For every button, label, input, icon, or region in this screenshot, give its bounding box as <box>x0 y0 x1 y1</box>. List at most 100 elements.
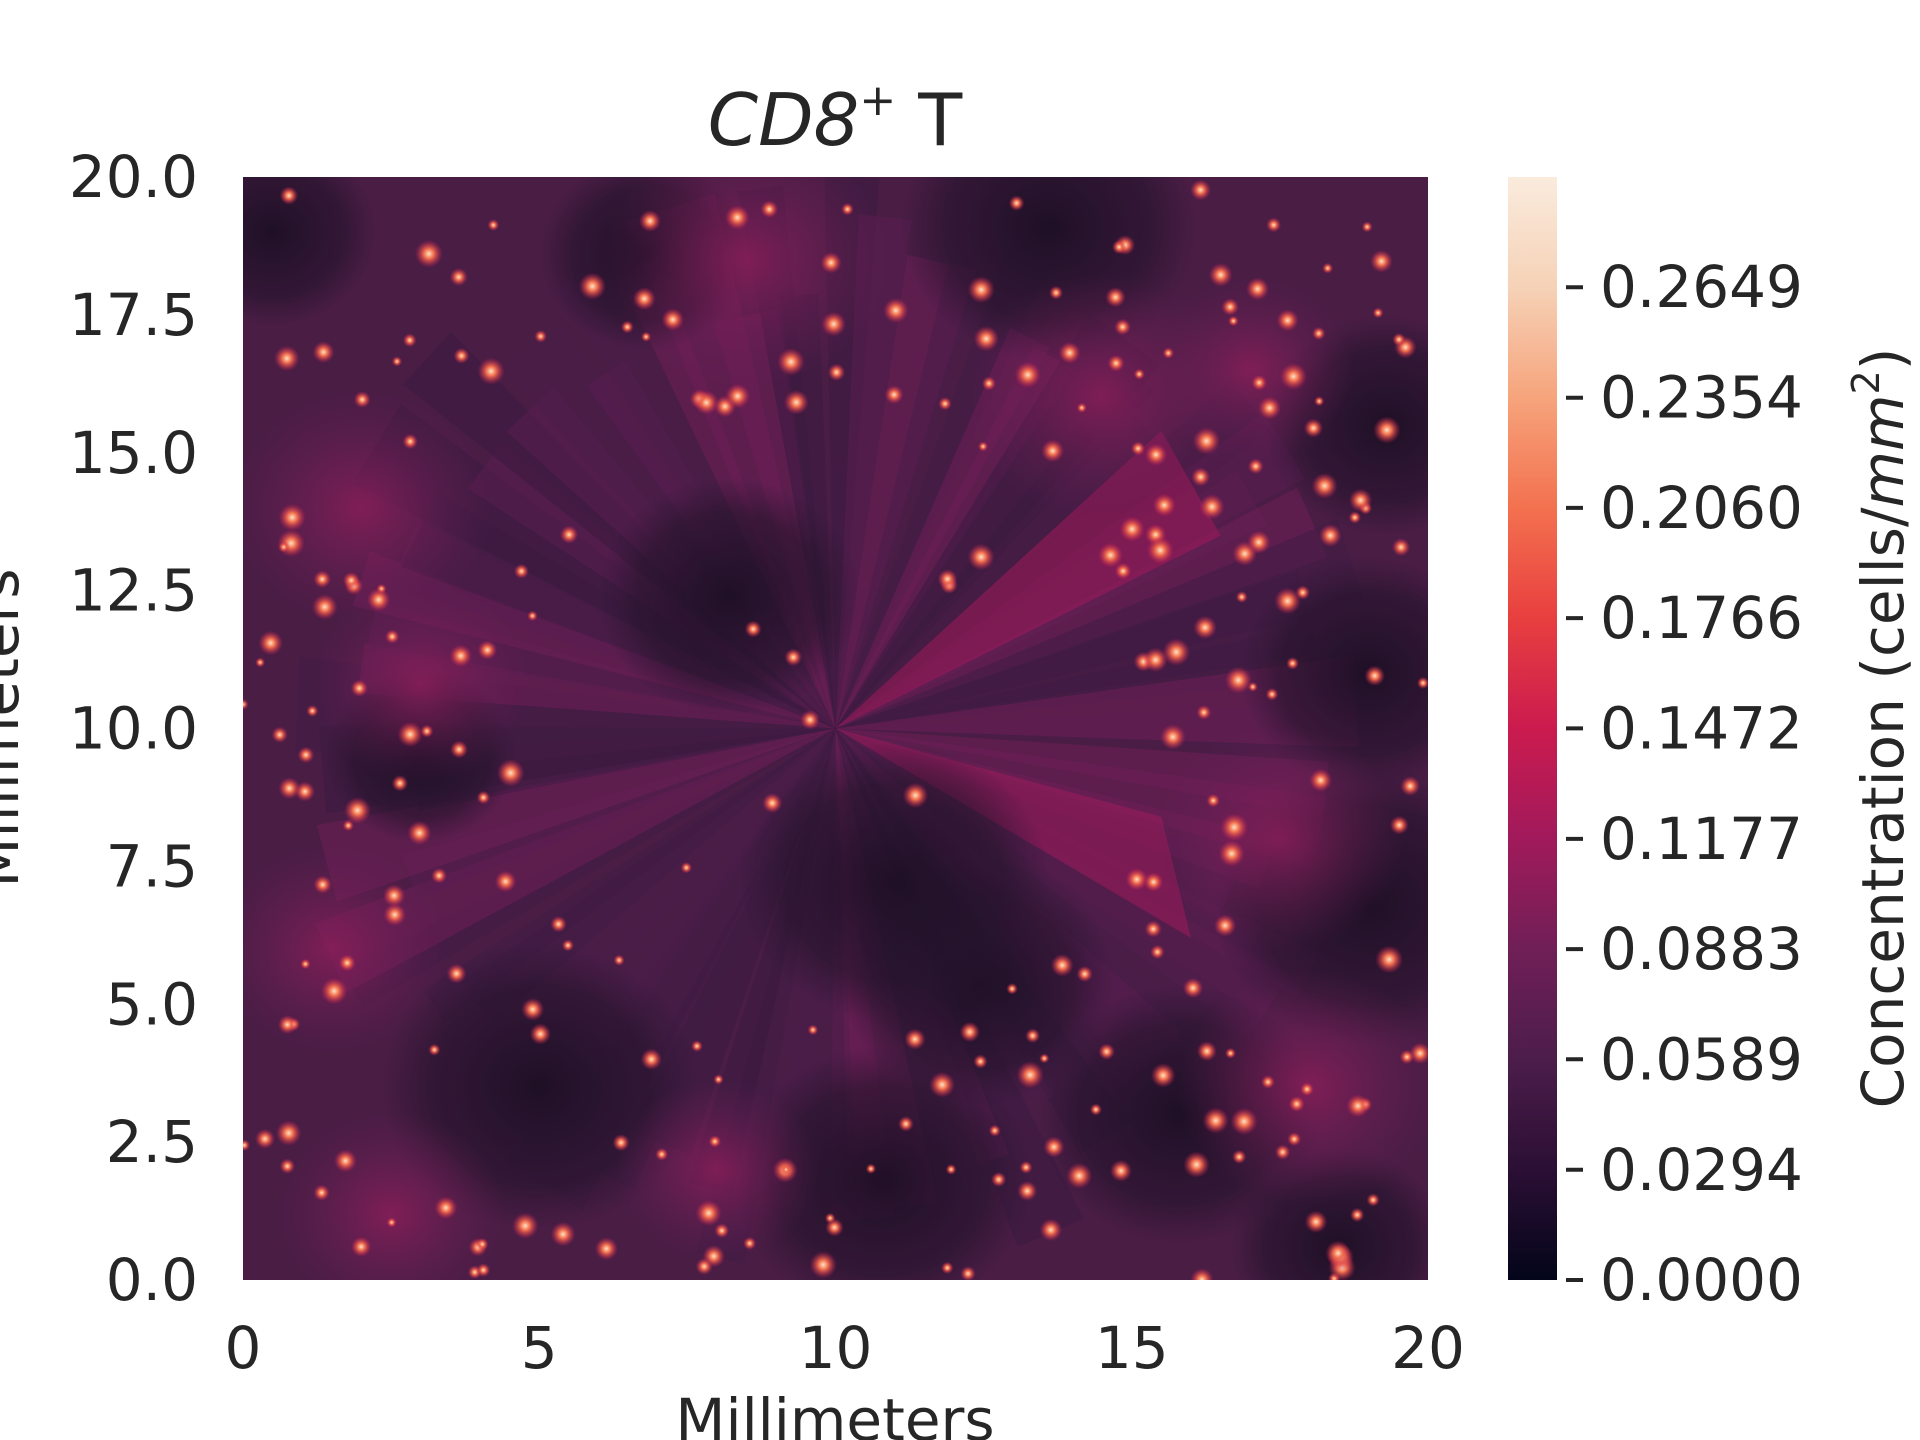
heatmap-hotspot <box>929 1071 956 1098</box>
heatmap-hotspot <box>534 329 548 343</box>
heatmap-hotspot <box>342 819 355 832</box>
heatmap-hotspot <box>496 759 525 787</box>
heatmap-hotspot <box>313 875 332 894</box>
heatmap-hotspot <box>275 1120 302 1146</box>
heatmap-hotspot <box>959 1021 980 1043</box>
heatmap-hotspot <box>1287 1131 1302 1147</box>
heatmap-hotspot <box>824 1212 836 1224</box>
colorbar-tick-label: 0.1177 <box>1600 805 1803 873</box>
heatmap-hotspot <box>353 391 371 409</box>
heatmap-high-region <box>277 1111 505 1280</box>
heatmap-hotspot <box>521 997 545 1021</box>
heatmap-hotspot <box>1193 615 1217 640</box>
heatmap-hotspot <box>1191 467 1211 487</box>
heatmap-hotspot <box>809 1251 837 1279</box>
heatmap-hotspot <box>1146 536 1174 564</box>
heatmap-hotspot <box>312 341 335 364</box>
heatmap-hotspot <box>783 389 809 415</box>
colorbar-title: Concentration (cells/mm2) <box>1844 348 1917 1109</box>
heatmap-hotspot <box>449 267 468 287</box>
heatmap-hotspot <box>1089 1103 1102 1116</box>
heatmap-hotspot <box>1160 724 1186 750</box>
heatmap-hotspot <box>632 287 656 311</box>
heatmap-hotspot <box>760 200 779 219</box>
heatmap-hotspot <box>1265 687 1279 701</box>
heatmap-hotspot <box>1144 443 1168 466</box>
heatmap-hotspot <box>724 205 750 230</box>
heatmap-hotspot <box>1286 656 1300 670</box>
heatmap-hotspot <box>1196 705 1212 720</box>
colorbar-tick-label: 0.0294 <box>1600 1136 1803 1204</box>
heatmap-hotspot <box>313 570 332 589</box>
heatmap-hotspot <box>297 746 315 764</box>
heatmap-hotspot <box>695 1199 722 1227</box>
x-tick-label: 20 <box>1391 1314 1465 1382</box>
heatmap-hotspot <box>1399 1049 1415 1065</box>
heatmap-hotspot <box>1400 776 1421 797</box>
y-tick-label: 10.0 <box>69 695 198 763</box>
heatmap-hotspot <box>434 1196 458 1220</box>
heatmap-streak <box>315 728 836 993</box>
heatmap-hotspot <box>243 1139 251 1151</box>
heatmap-hotspot <box>640 331 652 342</box>
colorbar-tick-label: 0.2354 <box>1600 364 1803 432</box>
y-tick-label: 7.5 <box>106 832 198 900</box>
y-tick-label: 15.0 <box>69 419 198 487</box>
heatmap-hotspot <box>1260 1075 1275 1089</box>
heatmap-hotspot <box>278 541 290 553</box>
heatmap-hotspot <box>402 433 418 450</box>
heatmap-hotspot <box>258 630 283 656</box>
heatmap-hotspot <box>1098 1043 1116 1060</box>
heatmap-hotspot <box>1025 1028 1041 1044</box>
heatmap-hotspot <box>827 363 846 382</box>
heatmap-hotspot <box>561 939 575 952</box>
heatmap-hotspot <box>414 239 443 268</box>
heatmap-hotspot <box>898 1115 914 1132</box>
heatmap-hotspot <box>476 1263 491 1278</box>
heatmap-hotspot <box>945 1164 957 1175</box>
heatmap-hotspot <box>255 657 266 668</box>
heatmap-hotspot <box>967 276 995 304</box>
y-axis-title: Millimeters <box>0 568 32 887</box>
heatmap-hotspot <box>320 977 348 1005</box>
heatmap-hotspot <box>1348 511 1362 524</box>
heatmap-hotspot <box>1224 666 1252 694</box>
heatmap-texture <box>243 177 1428 1280</box>
heatmap-hotspot <box>278 777 301 800</box>
heatmap-hotspot <box>397 721 423 748</box>
heatmap-hotspot <box>800 709 820 730</box>
heatmap-low-region <box>243 177 377 327</box>
y-tick-label: 0.0 <box>106 1246 198 1314</box>
heatmap-hotspot <box>841 202 854 216</box>
heatmap-hotspot <box>1162 347 1175 359</box>
heatmap-hotspot <box>883 297 909 324</box>
heatmap-hotspot <box>271 726 288 743</box>
heatmap-hotspot <box>988 1124 1001 1137</box>
heatmap-hotspot <box>1202 1107 1229 1134</box>
heatmap-hotspot <box>1019 1160 1033 1174</box>
heatmap-hotspot <box>477 640 498 660</box>
heatmap-hotspot <box>1049 285 1064 300</box>
heatmap-hotspot <box>477 357 505 385</box>
heatmap-hotspot <box>713 1074 724 1085</box>
heatmap-hotspot <box>1014 361 1042 389</box>
heatmap-hotspot <box>1196 1041 1217 1062</box>
heatmap-hotspot <box>1218 840 1245 867</box>
colorbar <box>1508 177 1557 1280</box>
heatmap-hotspot <box>1041 439 1065 463</box>
heatmap-hotspot <box>306 704 319 718</box>
y-axis-ticks: 0.0 2.5 5.0 7.5 10.0 12.5 15.0 17.5 20.0 <box>69 143 198 1314</box>
heatmap-hotspot <box>278 503 306 532</box>
heatmap-hotspot <box>1247 458 1264 475</box>
heatmap-hotspot <box>1006 983 1018 995</box>
heatmap-streak <box>316 728 836 902</box>
heatmap-hotspot <box>938 396 952 411</box>
heatmap-hotspot <box>821 311 847 337</box>
heatmap-hotspot <box>655 1147 669 1161</box>
heatmap-hotspot <box>762 792 783 814</box>
heatmap-hotspot <box>1152 493 1176 517</box>
heatmap-hotspot <box>391 356 403 367</box>
heatmap-hotspot <box>1370 249 1393 273</box>
heatmap-hotspot <box>1235 590 1248 604</box>
